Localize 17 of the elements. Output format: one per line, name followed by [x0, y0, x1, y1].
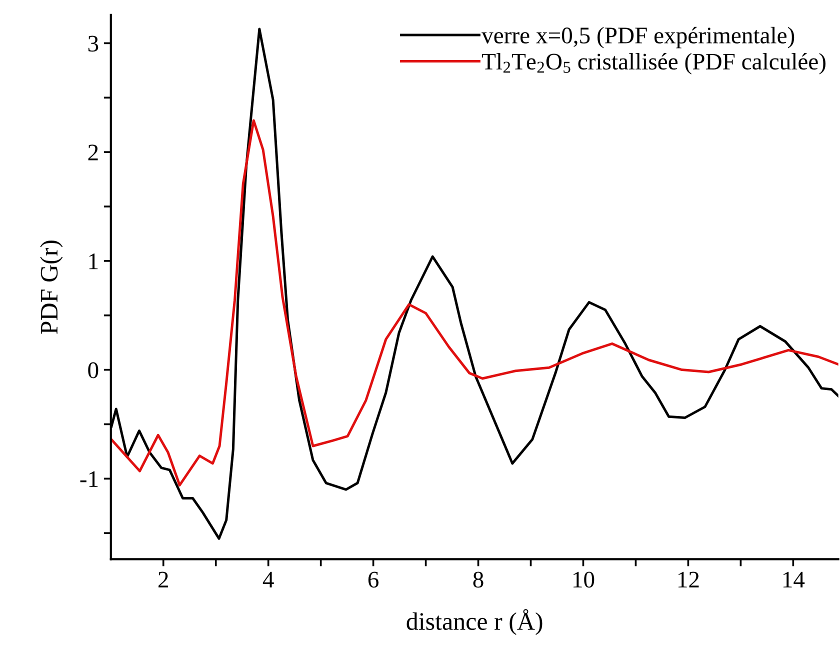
x-tick-label: 14: [783, 572, 805, 588]
legend-label: Tl$_{2}$Te$_{2}$O$_{5}$ cristallisée (PDF calculée): [482, 52, 826, 74]
legend-label: verre x=0,5 (PDF expérimentale): [482, 26, 794, 48]
y-axis-title: PDF G(r): [40, 240, 63, 334]
x-tick-label: 2: [158, 572, 168, 588]
y-tick-label: 0: [88, 362, 98, 378]
x-tick-label: 6: [368, 572, 378, 588]
x-tick-label: 10: [574, 572, 594, 588]
y-tick-label: -1: [80, 471, 98, 487]
x-tick-label: 4: [262, 572, 274, 588]
x-tick-label: 12: [678, 572, 699, 588]
y-tick-label: 1: [89, 254, 98, 270]
y-tick-label: 2: [88, 144, 98, 160]
line-series: [110, 119, 838, 486]
x-tick-label: 8: [473, 572, 484, 588]
y-tick-label: 3: [88, 36, 98, 52]
x-axis-title: distance r (Å): [406, 609, 542, 636]
